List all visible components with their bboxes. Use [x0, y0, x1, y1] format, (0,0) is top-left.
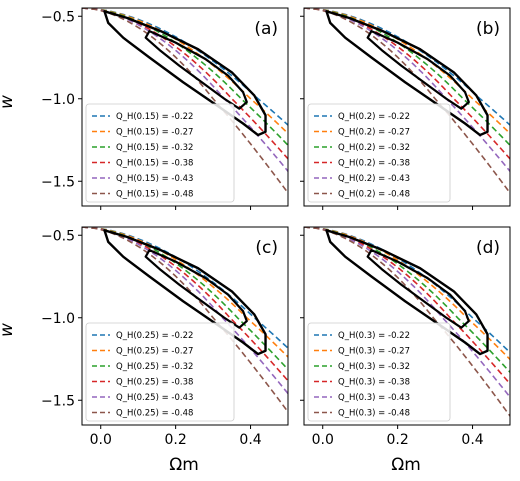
legend-label-b-5: Q_H(0.2) = -0.43: [338, 174, 410, 184]
curve-d-3: [304, 227, 510, 374]
contour-d-outer: [325, 229, 489, 356]
contour-b-inner: [366, 30, 470, 110]
legend-label-b-3: Q_H(0.2) = -0.32: [338, 143, 410, 153]
contours-a: [103, 10, 267, 137]
frame-d: [303, 226, 511, 426]
ytick-label-a-0: −0.5: [41, 9, 75, 25]
ytick-label-c-0: −0.5: [41, 228, 75, 244]
legend-label-c-6: Q_H(0.25) = -0.48: [116, 409, 193, 419]
curve-d-5: [304, 227, 510, 399]
ytick-label-a-1: −1.0: [41, 92, 75, 108]
legend-items-d: Q_H(0.3) = -0.22 Q_H(0.3) = -0.27 Q_H(0.3)…: [314, 331, 410, 419]
legend-items-b: Q_H(0.2) = -0.22 Q_H(0.2) = -0.27 Q_H(0.2)…: [314, 112, 410, 200]
legend-box-b: [307, 103, 451, 203]
legend-label-b-2: Q_H(0.2) = -0.27: [338, 128, 410, 138]
legend-label-a-4: Q_H(0.15) = -0.38: [116, 159, 193, 169]
legend-label-d-1: Q_H(0.3) = -0.22: [338, 331, 410, 341]
panel-label-a: (a): [254, 19, 278, 39]
curve-b-2: [304, 8, 510, 135]
panel-label-c: (c): [255, 238, 278, 258]
frame-c: [81, 226, 289, 426]
panel-c: (c) Q_H(0.25) = -0.22Q_H(0.25) = -0.27Q_…: [81, 226, 289, 426]
legend-box-c: [85, 322, 235, 422]
legend-label-c-3: Q_H(0.25) = -0.32: [116, 362, 193, 372]
contours-c: [103, 229, 267, 356]
contour-a-inner: [144, 30, 248, 110]
contours-d: [325, 229, 489, 356]
panel-label-b: (b): [476, 19, 500, 39]
xtick-label-d-1: 0.2: [387, 432, 409, 448]
legend-label-c-2: Q_H(0.25) = -0.27: [116, 347, 193, 357]
curve-b-3: [304, 8, 510, 147]
legend-label-b-6: Q_H(0.2) = -0.48: [338, 190, 410, 200]
legend-box-d: [307, 322, 451, 422]
frame-a: [81, 7, 289, 207]
legend-c: Q_H(0.25) = -0.22 Q_H(0.25) = -0.27 Q_H(0.…: [85, 322, 235, 422]
contour-c-inner: [144, 249, 248, 329]
contours-b: [325, 10, 489, 137]
legend-items-c: Q_H(0.25) = -0.22 Q_H(0.25) = -0.27 Q_H(0.…: [92, 331, 193, 419]
curve-c-2: [82, 227, 288, 359]
panel-b: (b) Q_H(0.2) = -0.22Q_H(0.2) = -0.27Q_H(…: [303, 7, 511, 207]
curve-a-3: [82, 8, 288, 147]
legend-label-d-2: Q_H(0.3) = -0.27: [338, 347, 410, 357]
ytick-label-c-1: −1.0: [41, 311, 75, 327]
panel-a: (a) Q_H(0.15) = -0.22Q_H(0.15) = -0.27Q_…: [81, 7, 289, 207]
ytick-label-a-2: −1.5: [41, 174, 75, 190]
legend-a: Q_H(0.15) = -0.22 Q_H(0.15) = -0.27 Q_H(0.…: [85, 103, 235, 203]
legend-label-b-1: Q_H(0.2) = -0.22: [338, 112, 410, 122]
xtick-label-c-0: 0.0: [90, 432, 112, 448]
curve-c-4: [82, 227, 288, 383]
ytick-label-c-2: −1.5: [41, 393, 75, 409]
ylabel-top: w: [0, 95, 17, 109]
legend-label-a-1: Q_H(0.15) = -0.22: [116, 112, 193, 122]
panel-d: (d) Q_H(0.3) = -0.22Q_H(0.3) = -0.27Q_H(…: [303, 226, 511, 426]
curve-c-5: [82, 227, 288, 395]
contour-d-inner: [366, 249, 470, 329]
xtick-label-d-2: 0.4: [461, 432, 483, 448]
legend-label-c-4: Q_H(0.25) = -0.38: [116, 378, 193, 388]
frame-b: [303, 7, 511, 207]
xtick-label-c-2: 0.4: [239, 432, 261, 448]
contour-b-outer: [325, 10, 489, 137]
curve-b-5: [304, 8, 510, 173]
curve-c-1: [82, 227, 288, 350]
xlabel-left: Ωm: [169, 455, 199, 475]
legend-label-d-6: Q_H(0.3) = -0.48: [338, 409, 410, 419]
xlabel-right: Ωm: [391, 455, 421, 475]
legend-label-d-4: Q_H(0.3) = -0.38: [338, 378, 410, 388]
curve-a-5: [82, 8, 288, 173]
curve-a-2: [82, 8, 288, 135]
legend-label-b-4: Q_H(0.2) = -0.38: [338, 159, 410, 169]
axis-ticks: −0.5 −1.0 −1.5 0.0 0.2 0.4 −0.5 −1.0 −1.5 0.0 0.2 0…: [41, 9, 484, 448]
curve-b-4: [304, 8, 510, 161]
legend-label-d-3: Q_H(0.3) = -0.32: [338, 362, 410, 372]
legend-label-c-5: Q_H(0.25) = -0.43: [116, 393, 193, 403]
legend-label-a-5: Q_H(0.15) = -0.43: [116, 174, 193, 184]
curve-d-4: [304, 227, 510, 386]
legend-label-c-1: Q_H(0.25) = -0.22: [116, 331, 193, 341]
panel-label-d: (d): [476, 238, 500, 258]
legend-label-a-6: Q_H(0.15) = -0.48: [116, 190, 193, 200]
legend-box-a: [85, 103, 235, 203]
legend-items-a: Q_H(0.15) = -0.22 Q_H(0.15) = -0.27 Q_H(0.…: [92, 112, 193, 200]
legend-label-a-3: Q_H(0.15) = -0.32: [116, 143, 193, 153]
legend-b: Q_H(0.2) = -0.22 Q_H(0.2) = -0.27 Q_H(0.2)…: [307, 103, 451, 203]
legend-label-a-2: Q_H(0.15) = -0.27: [116, 128, 193, 138]
xtick-label-c-1: 0.2: [165, 432, 187, 448]
legend-label-d-5: Q_H(0.3) = -0.43: [338, 393, 410, 403]
contour-c-outer: [103, 229, 267, 356]
curve-d-1: [304, 227, 510, 354]
curve-a-4: [82, 8, 288, 161]
ylabel-bottom: w: [0, 323, 17, 337]
xtick-label-d-0: 0.0: [312, 432, 334, 448]
contour-a-outer: [103, 10, 267, 137]
legend-d: Q_H(0.3) = -0.22 Q_H(0.3) = -0.27 Q_H(0.3)…: [307, 322, 451, 422]
